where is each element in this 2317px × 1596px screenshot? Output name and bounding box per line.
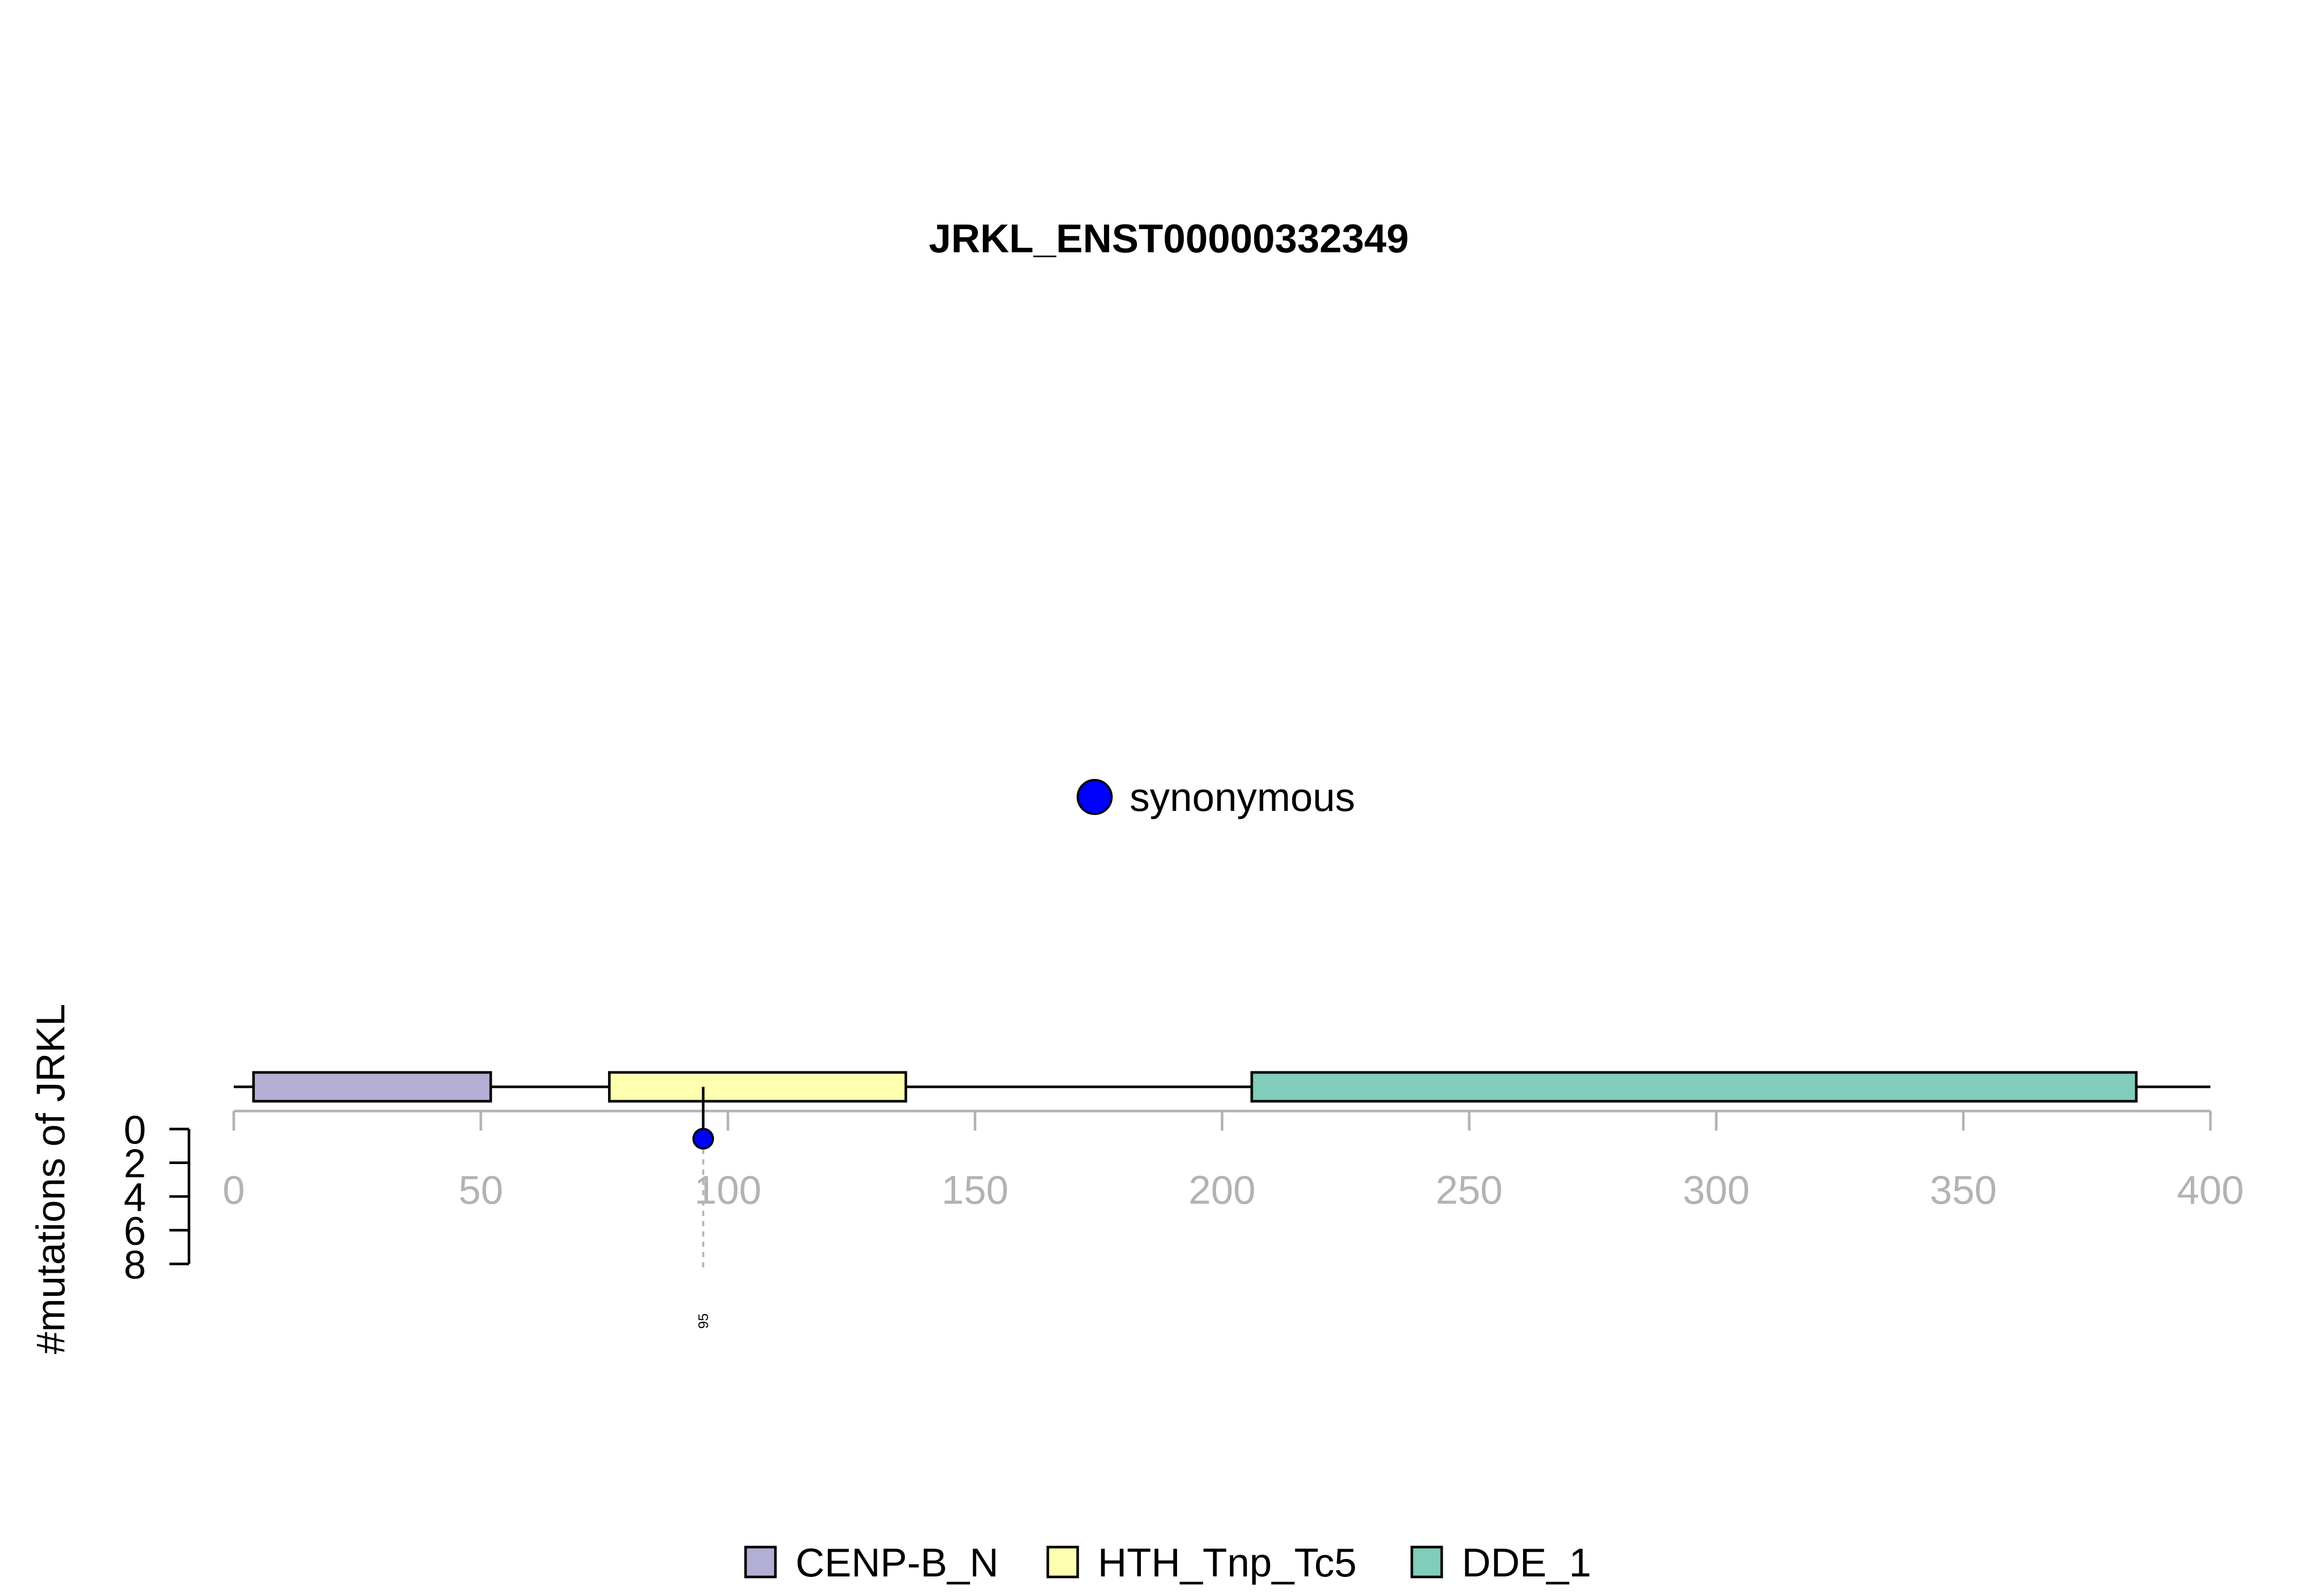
- x-tick-label: 100: [695, 1167, 762, 1212]
- mutation-position-label: 95: [696, 1313, 711, 1329]
- x-tick-label: 250: [1436, 1167, 1502, 1212]
- domain-hth-tnp-tc5: [608, 1071, 907, 1103]
- legend-cenp-b-n-swatch: [744, 1546, 777, 1578]
- legend-dde-1-swatch: [1410, 1546, 1443, 1578]
- chart-title: JRKL_ENST00000332349: [929, 216, 1409, 261]
- x-tick-label: 200: [1188, 1167, 1255, 1212]
- domain-cenp-b-n: [252, 1071, 492, 1103]
- legend-dde-1-label: DDE_1: [1462, 1540, 1591, 1585]
- domain-legend: CENP-B_N HTH_Tnp_Tc5 DDE_1: [744, 1540, 1591, 1585]
- y-tick-label: 8: [124, 1242, 146, 1287]
- y-axis-label: #mutations of JRKL: [28, 1004, 73, 1355]
- x-tick-label: 350: [1930, 1167, 1997, 1212]
- y-tick-label: 4: [124, 1174, 146, 1220]
- x-tick-label: 150: [942, 1167, 1009, 1212]
- mutation-layer: 95: [692, 1087, 714, 1329]
- x-tick-label: 50: [458, 1167, 503, 1212]
- legend-hth-tnp-tc5-label: HTH_Tnp_Tc5: [1098, 1540, 1357, 1585]
- domain-layer: [252, 1071, 2138, 1103]
- legend-cenp-b-n-label: CENP-B_N: [796, 1540, 998, 1585]
- domain-dde-1: [1250, 1071, 2138, 1103]
- legend-synonymous-label: synonymous: [1130, 774, 1355, 820]
- y-tick-label: 0: [124, 1107, 146, 1152]
- x-tick-label: 0: [222, 1167, 245, 1212]
- x-axis: 0 50 100 150 200 250 300 350 400: [222, 1109, 2244, 1212]
- y-tick-label: 2: [124, 1141, 146, 1186]
- x-tick-label: 400: [2177, 1167, 2244, 1212]
- x-tick-label: 300: [1683, 1167, 1750, 1212]
- legend-synonymous-marker: [1077, 779, 1113, 815]
- mutation-point: [692, 1127, 714, 1150]
- y-tick-label: 6: [124, 1208, 146, 1254]
- legend-hth-tnp-tc5-swatch: [1046, 1546, 1079, 1578]
- mutation-legend: synonymous: [1077, 774, 1355, 820]
